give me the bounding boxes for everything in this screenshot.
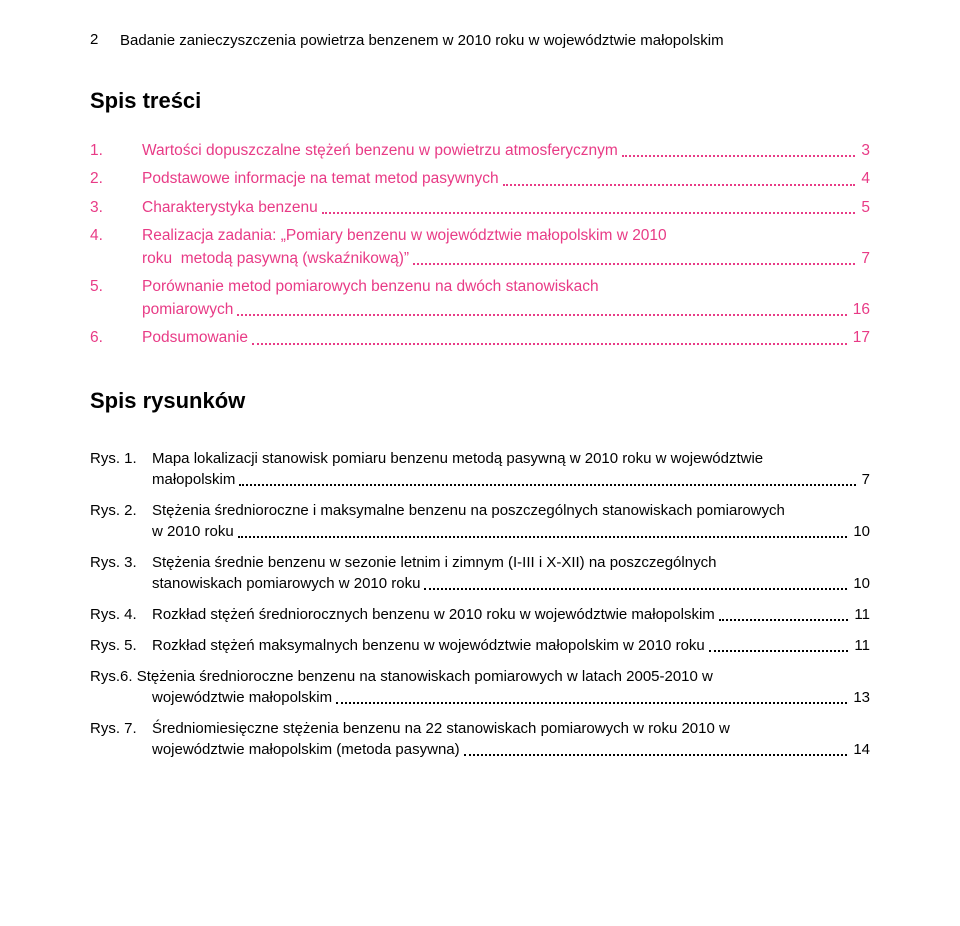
fig-label: Rys. 3. (90, 552, 152, 573)
toc-entry: Realizacja zadania: „Pomiary benzenu w w… (142, 225, 870, 270)
fig-item: Rys. 3. Stężenia średnie benzenu w sezon… (90, 552, 870, 594)
toc-number: 4. (90, 225, 142, 247)
fig-label: Rys. 7. (90, 718, 152, 739)
toc-item: 3. Charakterystyka benzenu 5 (90, 197, 870, 219)
toc-page: 7 (859, 248, 870, 270)
fig-label: Rys. 4. (90, 604, 152, 625)
toc-page: 17 (851, 327, 870, 349)
running-header: 2 Badanie zanieczyszczenia powietrza ben… (90, 32, 870, 50)
toc-item: 6. Podsumowanie 17 (90, 327, 870, 349)
toc-entry: Wartości dopuszczalne stężeń benzenu w p… (142, 140, 870, 162)
fig-leader (239, 473, 855, 486)
toc-leader (322, 202, 856, 215)
fig-item: Rys.6. Stężenia średnioroczne benzenu na… (90, 666, 870, 708)
fig-leader (424, 577, 847, 590)
fig-leader (709, 639, 849, 652)
fig-entry: Mapa lokalizacji stanowisk pomiaru benze… (152, 448, 870, 490)
fig-label: Rys. 1. (90, 448, 152, 469)
toc-leader (622, 145, 856, 158)
toc-item: 2. Podstawowe informacje na temat metod … (90, 168, 870, 190)
fig-item: Rys. 1. Mapa lokalizacji stanowisk pomia… (90, 448, 870, 490)
toc-page: 4 (859, 168, 870, 190)
fig-item: Rys. 2. Stężenia średnioroczne i maksyma… (90, 500, 870, 542)
toc-entry: Charakterystyka benzenu 5 (142, 197, 870, 219)
fig-list: Rys. 1. Mapa lokalizacji stanowisk pomia… (90, 448, 870, 760)
toc-entry: Porównanie metod pomiarowych benzenu na … (142, 276, 870, 321)
toc-item: 5. Porównanie metod pomiarowych benzenu … (90, 276, 870, 321)
fig-page: 11 (852, 635, 870, 656)
document-page: 2 Badanie zanieczyszczenia powietrza ben… (0, 0, 960, 926)
fig-page: 10 (851, 521, 870, 542)
fig-label: Rys. 5. (90, 635, 152, 656)
toc-page: 5 (859, 197, 870, 219)
page-number: 2 (90, 32, 108, 47)
fig-item: Rys. 4. Rozkład stężeń średniorocznych b… (90, 604, 870, 625)
toc-number: 3. (90, 197, 142, 219)
toc-item: 1. Wartości dopuszczalne stężeń benzenu … (90, 140, 870, 162)
toc-entry: Podsumowanie 17 (142, 327, 870, 349)
fig-leader (464, 743, 848, 756)
fig-entry: Stężenia średnioroczne i maksymalne benz… (152, 500, 870, 542)
toc-number: 6. (90, 327, 142, 349)
fig-entry: Stężenia średnie benzenu w sezonie letni… (152, 552, 870, 594)
fig-entry: Rys.6. Stężenia średnioroczne benzenu na… (90, 666, 870, 687)
toc-item: 4. Realizacja zadania: „Pomiary benzenu … (90, 225, 870, 270)
fig-leader (336, 691, 847, 704)
fig-entry: Rozkład stężeń maksymalnych benzenu w wo… (152, 635, 870, 656)
fig-item: Rys. 5. Rozkład stężeń maksymalnych benz… (90, 635, 870, 656)
fig-entry: Średniomiesięczne stężenia benzenu na 22… (152, 718, 870, 760)
toc-heading: Spis treści (90, 88, 870, 114)
fig-page: 10 (851, 573, 870, 594)
fig-page: 11 (852, 604, 870, 625)
fig-page: 7 (860, 469, 870, 490)
fig-leader (238, 525, 848, 538)
toc-page: 3 (859, 140, 870, 162)
fig-page: 14 (851, 739, 870, 760)
fig-entry: Rozkład stężeń średniorocznych benzenu w… (152, 604, 870, 625)
fig-heading: Spis rysunków (90, 388, 870, 414)
toc-number: 2. (90, 168, 142, 190)
header-title: Badanie zanieczyszczenia powietrza benze… (120, 32, 724, 50)
toc-number: 5. (90, 276, 142, 298)
toc-leader (252, 332, 847, 345)
toc-entry: Podstawowe informacje na temat metod pas… (142, 168, 870, 190)
toc-list: 1. Wartości dopuszczalne stężeń benzenu … (90, 140, 870, 350)
fig-page: 13 (851, 687, 870, 708)
toc-leader (237, 303, 846, 316)
toc-leader (413, 253, 855, 266)
fig-label: Rys. 2. (90, 500, 152, 521)
fig-label: Rys.6. (90, 668, 133, 685)
toc-page: 16 (851, 299, 870, 321)
toc-leader (503, 173, 856, 186)
toc-number: 1. (90, 140, 142, 162)
fig-leader (719, 608, 849, 621)
fig-item: Rys. 7. Średniomiesięczne stężenia benze… (90, 718, 870, 760)
